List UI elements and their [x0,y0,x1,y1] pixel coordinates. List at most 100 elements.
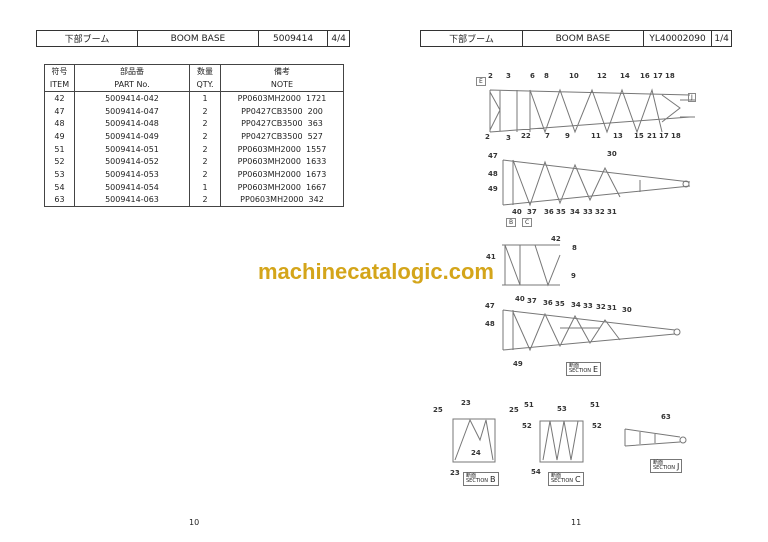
table-row: 48 5009414-048 2 PP0427CB3500 363 [44,117,344,131]
section-tag-B: 断面 SECTION B [463,472,499,486]
side-view-e-drawing [502,309,681,352]
header-name-jp: 下部ブーム [37,31,139,46]
callout-53: 53 [557,405,567,413]
callout-7: 7 [545,132,550,140]
callout-3: 3 [506,72,511,80]
callout-17: 17 [659,132,669,140]
table-row: 53 5009414-053 2 PP0603MH2000 1673 [44,168,344,181]
cell-note: PP0603MH2000 342 [220,193,344,207]
callout-18: 18 [671,132,681,140]
callout-40: 40 [515,295,525,303]
table-row: 63 5009414-063 2 PP0603MH2000 342 [44,193,344,207]
callout-10: 10 [569,72,579,80]
callout-37: 37 [527,208,537,216]
cell-note: PP0427CB3500 363 [220,117,344,131]
callout-31: 31 [607,208,617,216]
callout-15: 15 [634,132,644,140]
view-marker-C: C [522,218,533,227]
callout-25: 25 [433,406,443,414]
view-marker-E: E [476,77,486,86]
header-name-en: BOOM BASE [138,31,259,46]
section-letter: C [575,474,581,484]
page-number-left: 10 [189,518,200,527]
cell-note: PP0427CB3500 200 [220,104,344,118]
callout-13: 13 [613,132,623,140]
callout-9: 9 [565,132,570,140]
callout-34: 34 [570,208,580,216]
cell-note: PP0603MH2000 1673 [220,168,344,181]
section-c-drawing [539,420,584,463]
view-marker-B: B [506,218,517,227]
section-b-drawing [452,418,496,463]
section-tag-C: 断面 SECTION C [548,472,584,486]
cell-note: PP0427CB3500 527 [220,130,344,143]
callout-30: 30 [607,150,617,158]
section-en: SECTION [466,478,489,484]
callout-2: 2 [485,133,490,141]
callout-33: 33 [583,302,593,310]
section-42-drawing [502,244,561,287]
callout-33: 33 [583,208,593,216]
table-row: 42 5009414-042 1 PP0603MH2000 1721 [44,90,344,105]
callout-14: 14 [620,72,630,80]
callout-25: 25 [509,406,519,414]
col-note-jp: 備考 [220,64,344,78]
callout-32: 32 [595,208,605,216]
table-row: 52 5009414-052 2 PP0603MH2000 1633 [44,155,344,169]
cell-note: PP0603MH2000 1557 [220,142,344,156]
header-code: 5009414 [259,31,329,46]
parts-table: 符号 部品番 数量 備考 ITEM PART No. QTY. NOTE 42 5… [44,64,344,208]
table-row: 47 5009414-047 2 PP0427CB3500 200 [44,104,344,118]
callout-31: 31 [607,304,617,312]
callout-47: 47 [485,302,495,310]
side-view-drawing [502,159,691,207]
callout-49: 49 [488,185,498,193]
callout-54: 54 [531,468,541,476]
callout-3: 3 [506,134,511,142]
callout-30: 30 [622,306,632,314]
top-view-drawing [489,88,695,134]
callout-51: 51 [590,401,600,409]
page-number-right: 11 [571,518,582,527]
section-jp: 断面 [551,473,562,479]
callout-6: 6 [530,72,535,80]
section-j-drawing [624,428,687,447]
section-en: SECTION [569,368,592,374]
cell-note: PP0603MH2000 1667 [220,180,344,194]
watermark: machinecatalogic.com [258,259,494,284]
section-jp: 断面 [569,363,580,369]
header-code: YL40002090 [644,31,713,46]
callout-9: 9 [571,272,576,280]
header-name-en: BOOM BASE [523,31,644,46]
callout-35: 35 [555,300,565,308]
section-letter: E [593,364,599,374]
callout-51: 51 [524,401,534,409]
callout-21: 21 [647,132,657,140]
table-row: 49 5009414-049 2 PP0427CB3500 527 [44,130,344,143]
callout-8: 8 [544,72,549,80]
right-page-header: 下部ブーム BOOM BASE YL40002090 1/4 [420,30,732,47]
callout-47: 47 [488,152,498,160]
callout-42: 42 [551,235,561,243]
callout-49: 49 [513,360,523,368]
left-page-header: 下部ブーム BOOM BASE 5009414 4/4 [36,30,350,47]
cell-note: PP0603MH2000 1633 [220,155,344,169]
table-row: 51 5009414-051 2 PP0603MH2000 1557 [44,142,344,156]
callout-12: 12 [597,72,607,80]
callout-22: 22 [521,132,531,140]
callout-24: 24 [471,449,481,457]
callout-37: 37 [527,297,537,305]
header-page: 4/4 [331,33,346,44]
callout-52: 52 [522,422,532,430]
section-jp: 断面 [466,473,477,479]
section-en: SECTION [551,478,574,484]
callout-35: 35 [556,208,566,216]
callout-23: 23 [450,469,460,477]
table-row: 54 5009414-054 1 PP0603MH2000 1667 [44,180,344,194]
callout-23: 23 [461,399,471,407]
callout-32: 32 [596,303,606,311]
section-tag-E: 断面 SECTION E [566,362,602,376]
callout-63: 63 [661,413,671,421]
